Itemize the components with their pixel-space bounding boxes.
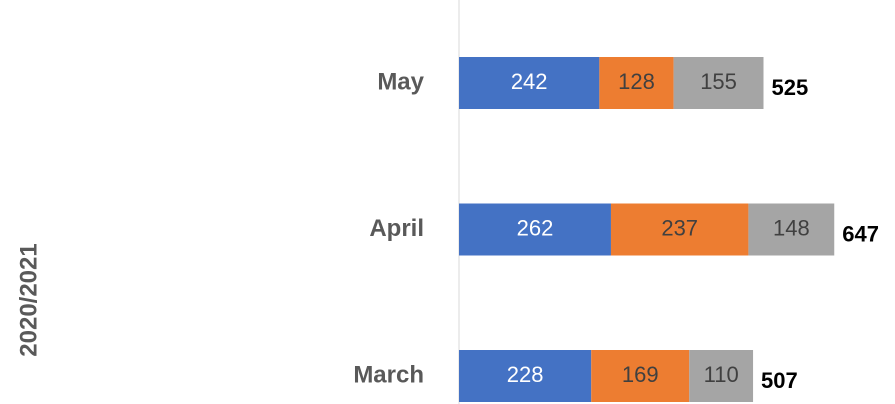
value-label: 155 — [700, 69, 737, 94]
value-label: 110 — [704, 362, 739, 387]
group-label: 2020/2021 — [15, 243, 42, 356]
value-label: 169 — [622, 362, 659, 387]
category-label: March — [353, 361, 424, 388]
total-label: 507 — [761, 368, 798, 393]
bar-segment — [591, 350, 690, 402]
bar-segment — [459, 57, 600, 109]
value-label: 148 — [773, 215, 810, 240]
category-label: April — [369, 215, 424, 242]
bar-segment — [673, 57, 764, 109]
category-label: May — [377, 68, 424, 95]
value-label: 237 — [661, 215, 698, 240]
bar-segment — [748, 203, 835, 256]
bar-segment — [459, 203, 611, 256]
value-label: 128 — [618, 69, 655, 94]
value-label: 242 — [511, 69, 548, 94]
total-label: 525 — [772, 75, 809, 100]
bar-segment — [689, 350, 754, 402]
total-label: 647 — [842, 221, 879, 246]
value-label: 228 — [507, 362, 544, 387]
bar-segment — [599, 57, 674, 109]
value-label: 262 — [517, 215, 554, 240]
bar-segment — [610, 203, 749, 256]
bar-segment — [459, 350, 592, 402]
